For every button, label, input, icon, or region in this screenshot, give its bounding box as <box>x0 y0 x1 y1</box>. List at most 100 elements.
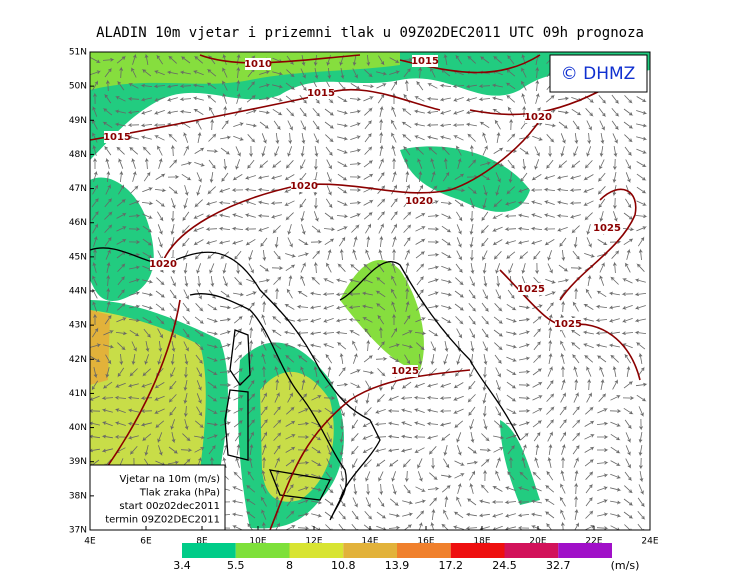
colorbar-label: 8 <box>286 559 293 572</box>
isobar-label-bg <box>392 365 418 377</box>
axes: 37N 38N 39N 40N 41N 42N 43N 44N 45N 46N 47N 48N 49N 5… <box>69 48 659 547</box>
colorbar-segment <box>397 543 451 558</box>
isobar <box>269 369 471 530</box>
isobar-label-bg <box>518 283 544 295</box>
isobar-label: 1025 <box>554 319 582 330</box>
legend-text: termin 09Z02DEC2011 <box>105 515 220 526</box>
legend-box <box>89 464 226 531</box>
lat-label: 41N <box>69 389 87 399</box>
copyright-box <box>549 54 648 93</box>
isobar-label-bg <box>150 258 176 270</box>
lat-label: 50N <box>69 82 87 92</box>
lat-label: 46N <box>69 218 87 228</box>
isobar <box>159 119 541 271</box>
wind-zone <box>90 177 154 301</box>
isobar-label-bg <box>308 87 334 99</box>
isobar-label: 1020 <box>149 259 177 270</box>
colorbar-segment <box>182 543 236 558</box>
isobar-label-bg <box>555 318 581 330</box>
lon-label: 24E <box>641 537 658 547</box>
colorbar: 3.4 5.5 8 10.8 13.9 17.2 24.5 32.7 (m/s) <box>173 543 639 572</box>
legend-text: Tlak zraka (hPa) <box>139 488 220 499</box>
lat-label: 49N <box>69 116 87 126</box>
wind-zone <box>90 52 400 90</box>
isobar <box>199 54 361 64</box>
isobar-label-bg <box>245 58 271 70</box>
legend-text: Vjetar na 10m (m/s) <box>119 474 220 485</box>
colorbar-label: 3.4 <box>173 559 191 572</box>
isobar-label-bg <box>104 131 130 143</box>
island <box>224 389 249 461</box>
colorbar-segment <box>504 543 559 558</box>
lat-label: 39N <box>69 457 87 467</box>
wind-zone <box>340 260 424 370</box>
lon-label: 20E <box>529 537 546 547</box>
isobar-label-bg <box>412 55 438 67</box>
wind-zone <box>90 310 110 385</box>
island <box>268 469 331 501</box>
isobar-label: 1025 <box>593 223 621 234</box>
lat-label: 44N <box>69 287 87 297</box>
colorbar-segment <box>558 543 612 558</box>
lon-label: 10E <box>249 537 266 547</box>
isobar-label-bg <box>291 180 317 192</box>
isobar-labels: 1010 1015 1015 1020 1015 1020 1020 1025 1020 1025… <box>103 55 621 377</box>
colorbar-label: 10.8 <box>331 559 356 572</box>
isobar-label-bg <box>594 222 620 234</box>
colorbar-segment <box>450 543 505 558</box>
colorbar-unit: (m/s) <box>611 559 640 572</box>
legend: Vjetar na 10m (m/s) Tlak zraka (hPa) start… <box>105 474 220 526</box>
lon-label: 4E <box>84 537 96 547</box>
coast <box>90 247 381 521</box>
map-area: 1010 1015 1015 1020 1015 1020 1020 1025 1020 1025… <box>90 52 650 530</box>
coast <box>339 261 521 441</box>
lat-label: 42N <box>69 355 87 365</box>
colorbar-segment <box>289 543 344 558</box>
lon-label: 12E <box>305 537 322 547</box>
isobar <box>90 88 441 141</box>
isobar-label: 1020 <box>290 181 318 192</box>
wind-zone <box>90 310 206 470</box>
isobar-label: 1020 <box>524 112 552 123</box>
lat-label: 38N <box>69 491 87 501</box>
isobar-label: 1025 <box>391 366 419 377</box>
isobar-label: 1025 <box>517 284 545 295</box>
colorbar-label: 17.2 <box>439 559 464 572</box>
lat-label: 45N <box>69 252 87 262</box>
lon-label: 14E <box>361 537 378 547</box>
isobar-label-bg <box>525 111 551 123</box>
wind-zone <box>260 371 334 502</box>
island <box>229 329 251 387</box>
legend-text: start 00z02dec2011 <box>119 501 220 512</box>
isobar <box>559 188 637 301</box>
lon-label: 22E <box>585 537 602 547</box>
lat-label: 47N <box>69 184 87 194</box>
colorbar-label: 5.5 <box>227 559 245 572</box>
wind-arrows <box>90 53 648 530</box>
lat-label: 37N <box>69 526 87 536</box>
isobar-label: 1020 <box>405 196 433 207</box>
isobar-label: 1015 <box>307 88 335 99</box>
lat-label: 48N <box>69 150 87 160</box>
lon-label: 18E <box>473 537 490 547</box>
isobar-label: 1015 <box>411 56 439 67</box>
lat-label: 40N <box>69 423 87 433</box>
lat-label: 43N <box>69 321 87 331</box>
isobar-label: 1010 <box>244 59 272 70</box>
isobar-label-bg <box>406 195 432 207</box>
lon-label: 8E <box>196 537 208 547</box>
lat-label: 51N <box>69 48 87 58</box>
wind-zone <box>500 420 540 505</box>
colorbar-label: 32.7 <box>546 559 571 572</box>
coastlines <box>90 247 521 521</box>
lon-label: 16E <box>417 537 434 547</box>
copyright: © DHMZ <box>561 64 636 84</box>
colorbar-label: 24.5 <box>492 559 517 572</box>
lon-label: 6E <box>140 537 152 547</box>
colorbar-segment <box>235 543 290 558</box>
colorbar-segment <box>343 543 397 558</box>
isobar-label: 1015 <box>103 132 131 143</box>
colorbar-label: 13.9 <box>385 559 410 572</box>
isobar <box>104 299 181 471</box>
